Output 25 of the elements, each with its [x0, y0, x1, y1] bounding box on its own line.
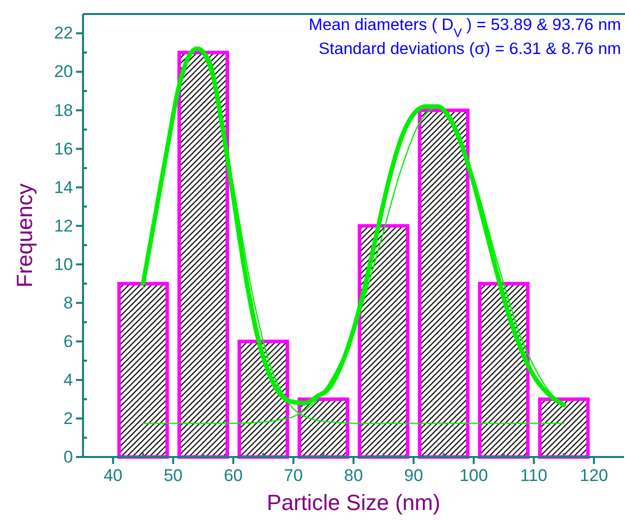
- y-tick-label: 10: [54, 254, 73, 274]
- y-tick-label: 8: [64, 293, 73, 312]
- x-tick-label: 50: [164, 466, 183, 486]
- x-tick-label: 120: [580, 466, 608, 486]
- y-tick-label: 2: [64, 408, 73, 428]
- x-tick-label: 100: [460, 466, 488, 486]
- x-tick-label: 60: [224, 466, 243, 486]
- y-tick-label: 18: [54, 100, 73, 120]
- y-tick-label: 20: [54, 62, 73, 82]
- y-axis-title: Frequency: [12, 184, 37, 288]
- y-tick-label: 6: [64, 332, 73, 351]
- x-tick-label: 80: [344, 466, 363, 486]
- y-tick-label: 12: [54, 216, 73, 236]
- x-tick-label: 70: [284, 466, 303, 486]
- x-tick-label: 110: [520, 466, 548, 486]
- y-tick-label: 4: [64, 370, 73, 390]
- y-tick-label: 16: [54, 139, 73, 158]
- annotation: Mean diameters ( D$_{V}$ ) = 53.89 & 93.76 nm: [308, 16, 621, 40]
- annotation: Standard deviations (σ) = 6.31 & 8.76 nm: [318, 40, 621, 58]
- x-tick-label: 90: [404, 466, 424, 486]
- x-tick-label: 40: [104, 466, 123, 486]
- y-tick-label: 22: [54, 24, 73, 43]
- y-tick-label: 0: [64, 447, 73, 466]
- x-axis-title: Particle Size (nm): [266, 490, 440, 515]
- y-tick-label: 14: [54, 178, 73, 197]
